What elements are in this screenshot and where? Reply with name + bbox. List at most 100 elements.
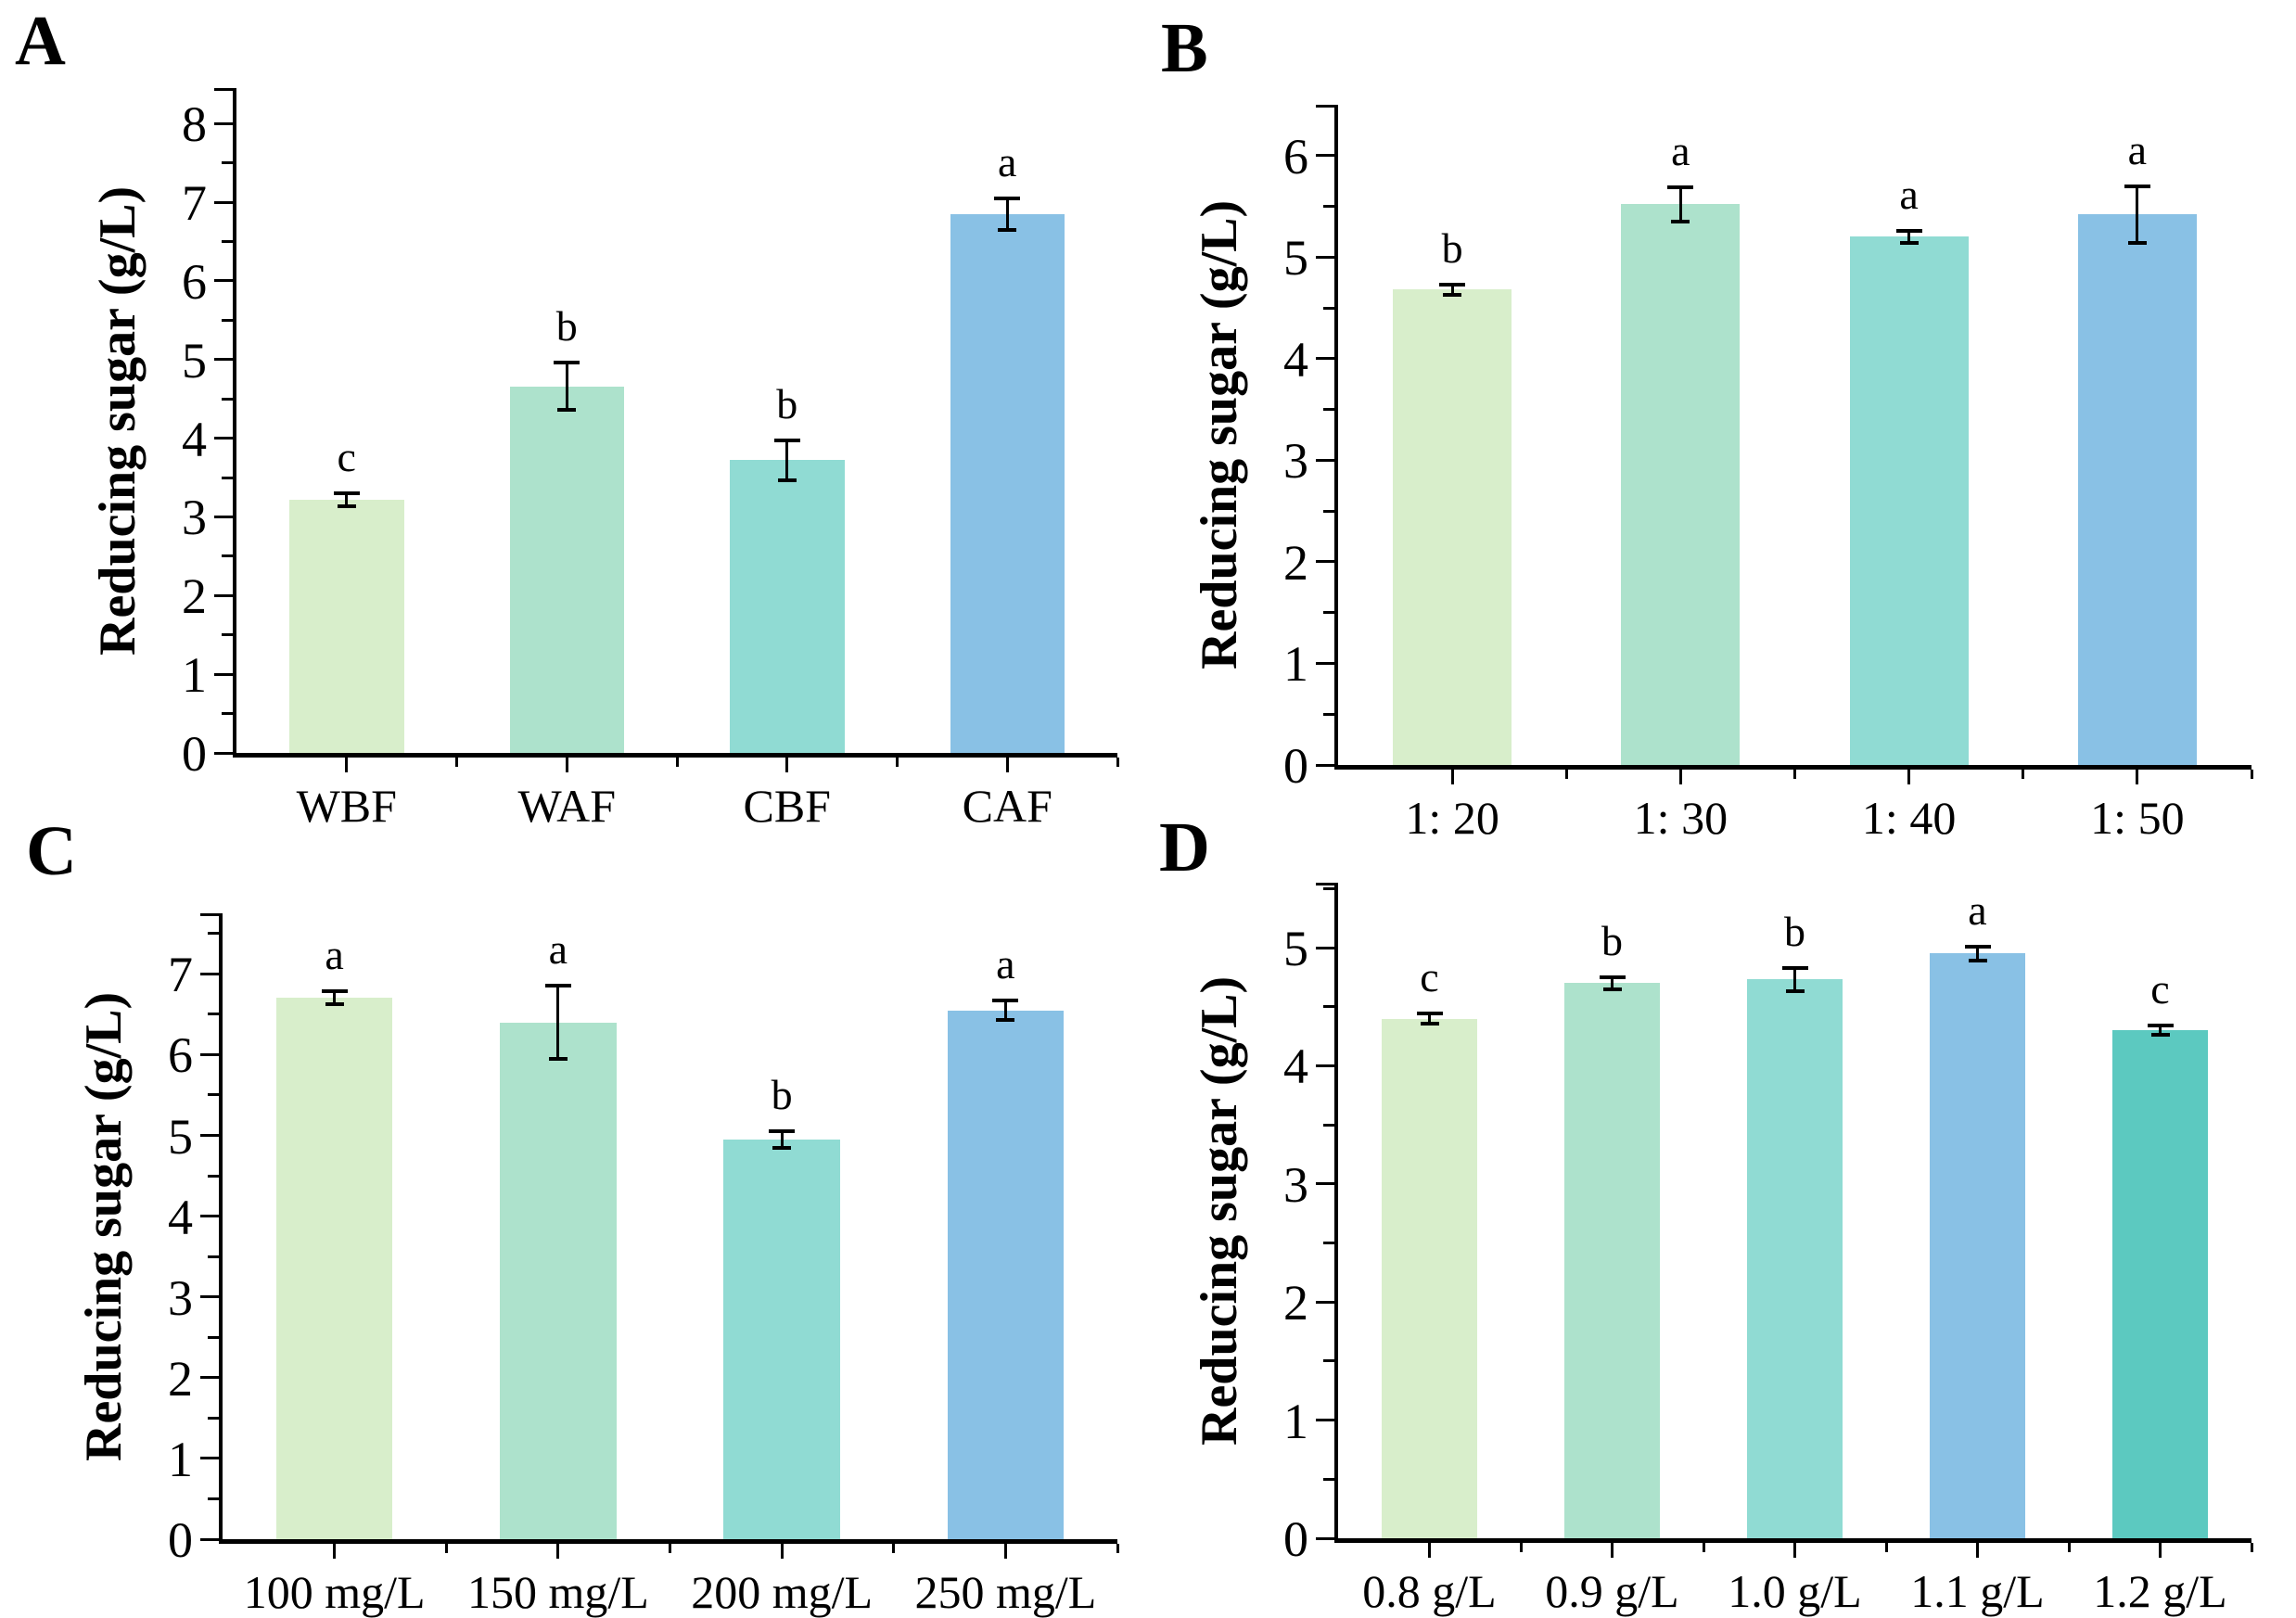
y-tick (200, 1537, 219, 1541)
x-tick (1907, 770, 1911, 784)
x-tick-label: 1: 50 (2090, 792, 2185, 844)
error-bar-cap-bottom (557, 408, 577, 413)
y-minor-tick (208, 1093, 219, 1097)
x-tick-label: 1.0 g/L (1728, 1565, 1862, 1617)
error-bar-cap-top (1439, 282, 1466, 287)
x-tick-label: 1.2 g/L (2093, 1565, 2227, 1617)
x-minor-tick (455, 758, 458, 767)
bar (947, 1010, 1065, 1539)
y-tick-label: 6 (1283, 128, 1308, 185)
plot-area-c: a 100 mg/L a 150 mg/L b 200 mg/L a 250 mg/L 0 1 2 3… (168, 913, 1119, 1618)
bar (723, 1139, 840, 1539)
x-tick (565, 758, 568, 772)
y-minor-tick (1323, 205, 1334, 209)
y-tick-label: 0 (168, 1512, 193, 1568)
y-minor-tick (1323, 1242, 1334, 1245)
x-minor-tick (675, 758, 679, 767)
y-minor-tick (208, 1174, 219, 1178)
significance-letter: b (771, 1071, 793, 1119)
y-tick (200, 1376, 219, 1380)
significance-letter: a (998, 137, 1017, 185)
bar (275, 998, 393, 1539)
y-minor-tick (1323, 712, 1334, 716)
error-bar-cap-top (994, 196, 1021, 200)
bar (730, 460, 845, 753)
y-tick (214, 515, 233, 518)
x-tick (2159, 1543, 2162, 1558)
y-minor-tick (208, 932, 219, 936)
y-minor-tick (222, 476, 233, 479)
x-tick (1003, 1544, 1007, 1559)
error-bar-cap-top (992, 999, 1019, 1003)
panel-letter-c: C (26, 812, 77, 890)
x-tick (1450, 770, 1454, 784)
x-axis-line (233, 753, 1117, 758)
y-tick (214, 593, 233, 597)
x-minor-tick (1116, 758, 1119, 767)
y-tick (214, 437, 233, 440)
x-tick-label: 0.9 g/L (1545, 1565, 1679, 1617)
plot-area-a: c WBF b WAF b CBF a CAF 0 1 2 3 4 5 6 7 8 (182, 88, 1119, 832)
y-tick-label: 5 (182, 332, 207, 389)
x-tick-label: 1: 20 (1405, 792, 1499, 844)
error-bar-cap-top (2124, 184, 2150, 188)
error-bar (785, 440, 789, 480)
y-tick (1316, 1300, 1334, 1304)
y-tick (214, 672, 233, 676)
y-tick-label: 3 (182, 490, 207, 546)
error-bar-cap-top (554, 361, 580, 365)
y-axis-top-cap (1316, 883, 1334, 885)
x-minor-tick (2067, 1543, 2071, 1552)
x-tick-label: CBF (743, 780, 831, 832)
error-bar (1005, 197, 1009, 230)
y-tick-label: 3 (1283, 1156, 1308, 1213)
significance-letter: a (1968, 885, 1987, 934)
error-bar (1976, 946, 1979, 962)
y-tick (200, 1215, 219, 1218)
y-tick-label: 1 (1283, 1393, 1308, 1449)
significance-letter: b (1441, 223, 1463, 272)
y-minor-tick (222, 633, 233, 637)
x-minor-tick (2250, 1543, 2253, 1552)
y-tick (214, 200, 233, 204)
error-bar-cap-bottom (1420, 1021, 1439, 1026)
y-tick-label: 0 (182, 726, 207, 782)
y-tick-label: 1 (168, 1431, 193, 1487)
x-tick-label: WBF (296, 780, 397, 832)
x-tick (780, 1544, 784, 1559)
error-bar (333, 991, 337, 1005)
x-tick-label: 200 mg/L (691, 1566, 874, 1618)
y-tick-label: 1 (1283, 636, 1308, 693)
y-axis-top-cap (1316, 105, 1334, 108)
error-bar (1003, 1000, 1007, 1020)
error-bar-cap-bottom (1785, 989, 1805, 994)
x-tick-label: 1.1 g/L (1910, 1565, 2045, 1617)
y-tick (200, 1134, 219, 1138)
y-tick (1316, 458, 1334, 462)
x-tick (1611, 1543, 1614, 1558)
significance-letter: b (1784, 907, 1805, 955)
bar (500, 1022, 617, 1539)
significance-letter: a (2127, 125, 2148, 173)
y-tick-label: 4 (168, 1189, 193, 1245)
x-minor-tick (2022, 770, 2025, 779)
x-tick (1005, 758, 1009, 772)
error-bar-cap-top (1781, 965, 1808, 970)
y-minor-tick (222, 397, 233, 401)
y-tick-label: 4 (1283, 331, 1308, 388)
error-bar-cap-top (1895, 228, 1922, 233)
error-bar-cap-bottom (1602, 987, 1622, 991)
y-tick (214, 279, 233, 283)
y-tick (1316, 1536, 1334, 1540)
error-bar-cap-bottom (2127, 240, 2147, 245)
x-minor-tick (1702, 1543, 1705, 1552)
error-bar-cap-top (544, 984, 571, 988)
error-bar (1611, 976, 1614, 989)
error-bar-cap-bottom (1443, 292, 1462, 297)
error-bar-cap-bottom (548, 1056, 568, 1061)
x-tick (2136, 770, 2139, 784)
y-minor-tick (208, 1416, 219, 1420)
x-tick-label: 100 mg/L (243, 1566, 426, 1618)
y-axis-line (1334, 105, 1338, 765)
error-bar (2136, 185, 2139, 243)
